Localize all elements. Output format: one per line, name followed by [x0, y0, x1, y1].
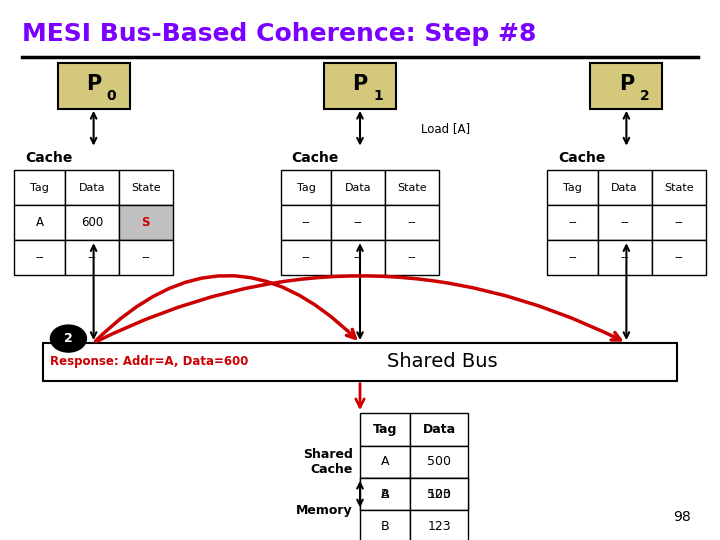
Bar	[410, 510, 468, 540]
Bar	[281, 240, 331, 275]
Bar	[598, 240, 652, 275]
Bar	[119, 240, 173, 275]
Text: State: State	[397, 183, 427, 193]
Text: Memory: Memory	[296, 504, 353, 517]
Text: 600: 600	[81, 216, 103, 229]
Text: --: --	[620, 251, 629, 265]
Text: Response: Addr=A, Data=600: Response: Addr=A, Data=600	[50, 355, 249, 368]
Text: Data: Data	[78, 183, 105, 193]
Text: 98: 98	[673, 510, 691, 524]
Bar	[331, 170, 385, 205]
Text: P: P	[618, 73, 634, 94]
Text: Load [A]: Load [A]	[421, 122, 470, 135]
Text: --: --	[302, 216, 310, 229]
Text: P: P	[352, 73, 368, 94]
Text: Shared Bus: Shared Bus	[387, 352, 498, 372]
Text: --: --	[568, 251, 577, 265]
Bar	[385, 170, 439, 205]
Bar	[547, 240, 598, 275]
Text: B: B	[381, 488, 390, 501]
Text: --: --	[408, 251, 417, 265]
FancyArrowPatch shape	[96, 276, 621, 342]
Bar	[360, 446, 410, 478]
Bar	[119, 170, 173, 205]
Text: --: --	[674, 251, 683, 265]
Text: 123: 123	[428, 520, 451, 533]
Text: 500: 500	[427, 488, 451, 501]
Text: --: --	[408, 216, 417, 229]
Text: 500: 500	[427, 455, 451, 468]
Text: Cache: Cache	[292, 151, 339, 165]
FancyBboxPatch shape	[324, 64, 396, 109]
Text: --: --	[568, 216, 577, 229]
Bar	[652, 170, 706, 205]
Text: Data: Data	[345, 183, 372, 193]
Text: P: P	[86, 73, 102, 94]
Text: State: State	[664, 183, 693, 193]
Text: 2: 2	[639, 89, 649, 103]
Bar	[410, 413, 468, 446]
Bar	[119, 205, 173, 240]
Bar	[598, 170, 652, 205]
Bar	[360, 478, 410, 510]
Bar	[385, 240, 439, 275]
Text: 0: 0	[107, 89, 117, 103]
Bar	[65, 170, 119, 205]
Bar	[410, 478, 468, 510]
Text: Data: Data	[423, 423, 456, 436]
Text: --: --	[354, 216, 363, 229]
Bar	[281, 170, 331, 205]
Text: Cache: Cache	[558, 151, 606, 165]
FancyBboxPatch shape	[590, 64, 662, 109]
Text: S: S	[142, 216, 150, 229]
Text: --: --	[87, 251, 96, 265]
Text: A: A	[35, 216, 44, 229]
Bar	[385, 205, 439, 240]
Bar	[14, 170, 65, 205]
Text: State: State	[131, 183, 161, 193]
Text: 1: 1	[373, 89, 383, 103]
FancyBboxPatch shape	[58, 64, 130, 109]
Bar	[410, 446, 468, 478]
Text: --: --	[620, 216, 629, 229]
Text: B: B	[381, 520, 390, 533]
Bar	[547, 170, 598, 205]
Text: --: --	[674, 216, 683, 229]
Bar	[652, 240, 706, 275]
Bar	[14, 240, 65, 275]
Bar	[14, 205, 65, 240]
Text: Tag: Tag	[563, 183, 582, 193]
Text: MESI Bus-Based Coherence: Step #8: MESI Bus-Based Coherence: Step #8	[22, 22, 536, 45]
Bar	[598, 205, 652, 240]
Bar	[281, 205, 331, 240]
Text: Tag: Tag	[373, 423, 397, 436]
Bar	[652, 205, 706, 240]
Text: --: --	[302, 251, 310, 265]
Text: A: A	[381, 455, 390, 468]
Bar	[331, 240, 385, 275]
Text: --: --	[141, 251, 150, 265]
Text: 2: 2	[64, 332, 73, 345]
Circle shape	[50, 325, 86, 352]
FancyArrowPatch shape	[96, 275, 355, 341]
Text: --: --	[354, 251, 363, 265]
Text: Shared
Cache: Shared Cache	[303, 448, 353, 476]
Text: 123: 123	[428, 488, 451, 501]
Bar	[331, 205, 385, 240]
Text: Data: Data	[611, 183, 638, 193]
Text: Cache: Cache	[25, 151, 73, 165]
Text: --: --	[35, 251, 44, 265]
Bar	[65, 240, 119, 275]
Text: A: A	[381, 488, 390, 501]
Bar	[360, 413, 410, 446]
Bar	[65, 205, 119, 240]
Bar	[360, 510, 410, 540]
Bar	[410, 478, 468, 510]
Text: Tag: Tag	[297, 183, 315, 193]
Bar	[360, 478, 410, 510]
Text: Tag: Tag	[30, 183, 49, 193]
Bar	[43, 343, 677, 381]
Bar	[547, 205, 598, 240]
